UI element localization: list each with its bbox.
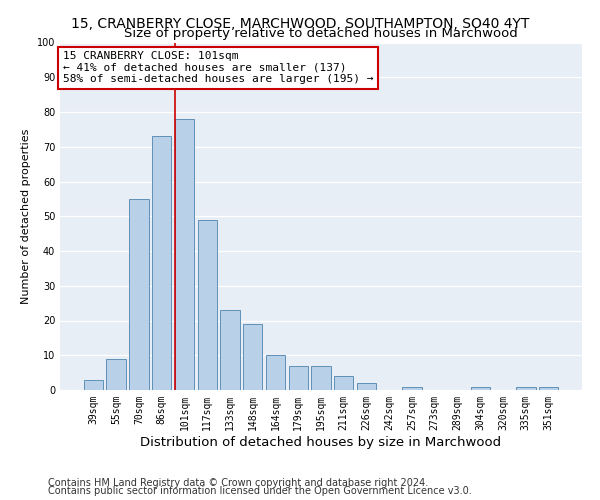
Bar <box>129 199 149 390</box>
Bar <box>334 376 353 390</box>
Bar <box>289 366 308 390</box>
Text: 15 CRANBERRY CLOSE: 101sqm
← 41% of detached houses are smaller (137)
58% of sem: 15 CRANBERRY CLOSE: 101sqm ← 41% of deta… <box>62 51 373 84</box>
Bar <box>220 310 239 390</box>
Bar <box>175 119 194 390</box>
Bar <box>152 136 172 390</box>
Bar <box>311 366 331 390</box>
Bar <box>266 355 285 390</box>
Bar <box>197 220 217 390</box>
Y-axis label: Number of detached properties: Number of detached properties <box>21 128 31 304</box>
Text: 15, CRANBERRY CLOSE, MARCHWOOD, SOUTHAMPTON, SO40 4YT: 15, CRANBERRY CLOSE, MARCHWOOD, SOUTHAMP… <box>71 18 529 32</box>
Text: Contains public sector information licensed under the Open Government Licence v3: Contains public sector information licen… <box>48 486 472 496</box>
Bar <box>470 386 490 390</box>
Bar <box>84 380 103 390</box>
Text: Contains HM Land Registry data © Crown copyright and database right 2024.: Contains HM Land Registry data © Crown c… <box>48 478 428 488</box>
Bar <box>516 386 536 390</box>
Bar <box>403 386 422 390</box>
Title: Size of property relative to detached houses in Marchwood: Size of property relative to detached ho… <box>124 27 518 40</box>
Bar <box>106 358 126 390</box>
Bar <box>539 386 558 390</box>
Bar <box>357 383 376 390</box>
Bar <box>243 324 262 390</box>
X-axis label: Distribution of detached houses by size in Marchwood: Distribution of detached houses by size … <box>140 436 502 448</box>
